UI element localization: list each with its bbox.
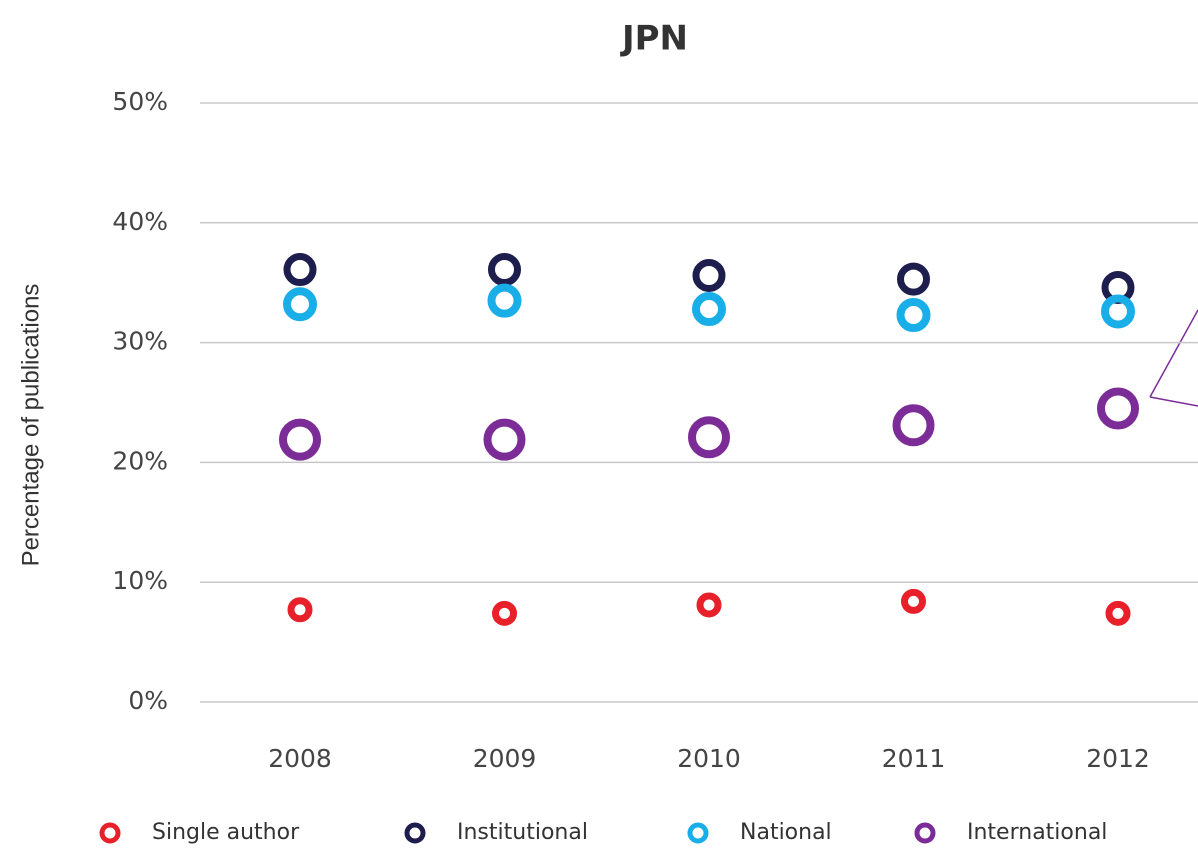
point: [283, 253, 317, 287]
legend-label: International: [967, 820, 1107, 845]
point: [688, 416, 730, 459]
y-tick-label: 10%: [112, 566, 168, 595]
legend-marker: [404, 822, 426, 844]
y-tick-label: 40%: [112, 207, 168, 236]
point: [483, 418, 526, 461]
callout-line: [1149, 309, 1198, 398]
point: [696, 592, 722, 618]
point: [901, 588, 926, 614]
point: [492, 600, 517, 626]
x-tick-label: 2012: [1086, 744, 1150, 773]
point: [283, 287, 317, 322]
point: [487, 283, 522, 318]
y-axis-label: Percentage of publications: [17, 284, 44, 567]
point: [692, 259, 726, 293]
y-tick-label: 20%: [112, 446, 168, 475]
callout: [1149, 309, 1198, 407]
point: [896, 298, 931, 333]
point: [1101, 294, 1135, 329]
y-tick-label: 0%: [128, 686, 168, 715]
x-tick-label: 2011: [882, 744, 946, 773]
legend-label: National: [740, 820, 832, 845]
point: [892, 404, 935, 447]
legend-label: Institutional: [457, 820, 588, 845]
point: [897, 262, 930, 296]
point: [1097, 387, 1139, 430]
y-tick-label: 30%: [112, 327, 168, 356]
y-tick-label: 50%: [112, 87, 168, 116]
point: [287, 597, 313, 623]
chart-title: JPN: [620, 19, 688, 59]
point: [692, 292, 726, 327]
legend-marker: [914, 822, 936, 844]
x-tick-label: 2008: [268, 744, 332, 773]
point: [488, 253, 521, 287]
point: [279, 418, 321, 461]
callout-line: [1149, 396, 1198, 407]
point: [1105, 600, 1131, 626]
legend-marker: [687, 822, 709, 844]
x-tick-label: 2009: [473, 744, 537, 773]
legend-label: Single author: [152, 820, 300, 845]
legend-marker: [99, 822, 121, 844]
x-tick-label: 2010: [677, 744, 741, 773]
